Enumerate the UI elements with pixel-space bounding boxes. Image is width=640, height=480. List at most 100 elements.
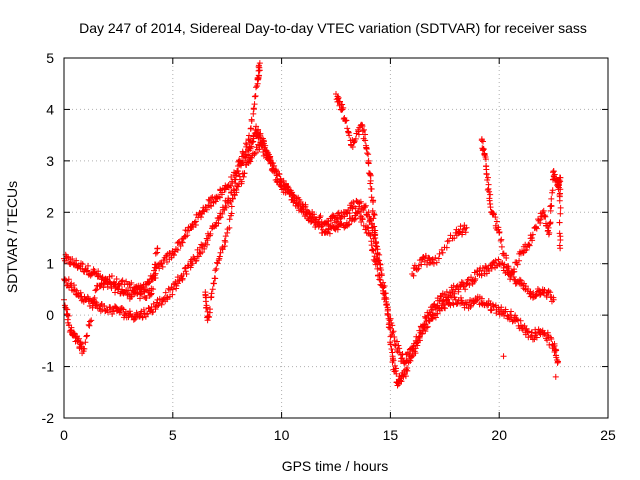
- data-point: [430, 260, 437, 267]
- data-point: [83, 333, 90, 340]
- data-point: [380, 290, 387, 297]
- data-point: [131, 316, 138, 323]
- data-point: [423, 324, 430, 331]
- data-point: [556, 230, 563, 237]
- x-tick-label: 0: [60, 427, 68, 443]
- data-point: [550, 168, 557, 175]
- data-point: [101, 303, 108, 310]
- y-tick-label: 3: [46, 153, 54, 169]
- data-point: [334, 216, 341, 223]
- data-point: [382, 294, 389, 301]
- data-point: [346, 210, 353, 217]
- data-point: [547, 220, 554, 227]
- data-point: [249, 139, 256, 146]
- data-point: [303, 209, 310, 216]
- data-point: [434, 310, 441, 317]
- data-point: [530, 289, 537, 296]
- data-point: [374, 260, 381, 267]
- data-point: [335, 94, 342, 101]
- data-point: [214, 260, 221, 267]
- data-point: [148, 290, 155, 297]
- data-point: [84, 332, 91, 339]
- data-point: [86, 318, 93, 325]
- data-point: [151, 272, 158, 279]
- data-point: [511, 268, 518, 275]
- data-point: [362, 137, 369, 144]
- data-point: [541, 331, 548, 338]
- data-point: [174, 246, 181, 253]
- data-point: [132, 314, 139, 321]
- data-point: [451, 235, 458, 242]
- data-point: [546, 229, 553, 236]
- data-point: [424, 323, 431, 330]
- data-point: [370, 215, 377, 222]
- data-point: [498, 243, 505, 250]
- data-point: [487, 191, 494, 198]
- data-point: [359, 123, 366, 130]
- x-tick-label: 5: [169, 427, 177, 443]
- data-point: [352, 135, 359, 142]
- data-point: [486, 188, 493, 195]
- data-point: [532, 224, 539, 231]
- data-point: [256, 72, 263, 79]
- data-point: [158, 260, 165, 267]
- data-point: [72, 333, 79, 340]
- grid-lines: [64, 58, 608, 418]
- data-point: [395, 342, 402, 349]
- data-point: [369, 207, 376, 214]
- data-point: [209, 286, 216, 293]
- data-point: [251, 93, 258, 100]
- data-point: [359, 216, 366, 223]
- data-point: [428, 256, 435, 263]
- data-point: [334, 226, 341, 233]
- data-point: [338, 214, 345, 221]
- data-point: [402, 373, 409, 380]
- data-point: [393, 370, 400, 377]
- data-point: [532, 330, 539, 337]
- data-point: [365, 151, 372, 158]
- data-point: [497, 237, 504, 244]
- data-point: [486, 197, 493, 204]
- data-point: [547, 289, 554, 296]
- data-point: [458, 279, 465, 286]
- data-point: [169, 291, 176, 298]
- data-point: [495, 256, 502, 263]
- data-point: [422, 328, 429, 335]
- data-point: [81, 345, 88, 352]
- data-point: [204, 317, 211, 324]
- data-point: [368, 242, 375, 249]
- data-point: [250, 106, 257, 113]
- data-point: [389, 322, 396, 329]
- data-point: [291, 197, 298, 204]
- data-point: [79, 261, 86, 268]
- data-point: [525, 328, 532, 335]
- data-point: [248, 143, 255, 150]
- data-point: [416, 327, 423, 334]
- data-point: [193, 257, 200, 264]
- data-point: [156, 265, 163, 272]
- data-point: [548, 203, 555, 210]
- data-point: [515, 317, 522, 324]
- data-point: [192, 221, 199, 228]
- data-point: [369, 199, 376, 205]
- data-point: [433, 259, 440, 266]
- data-point: [429, 315, 436, 322]
- data-point: [317, 213, 324, 220]
- data-point: [479, 138, 486, 145]
- x-axis-label: GPS time / hours: [282, 458, 389, 474]
- data-point: [222, 233, 229, 240]
- data-point: [383, 302, 390, 309]
- data-point: [553, 354, 560, 361]
- data-point: [512, 312, 519, 319]
- data-point: [252, 93, 259, 100]
- data-point: [89, 302, 96, 309]
- data-point: [119, 289, 126, 296]
- data-point: [246, 132, 253, 139]
- data-point: [346, 132, 353, 139]
- data-point: [128, 279, 135, 286]
- data-point: [197, 214, 204, 221]
- data-point: [92, 287, 99, 294]
- data-point: [289, 193, 296, 200]
- data-point: [549, 189, 556, 196]
- data-point: [91, 295, 98, 302]
